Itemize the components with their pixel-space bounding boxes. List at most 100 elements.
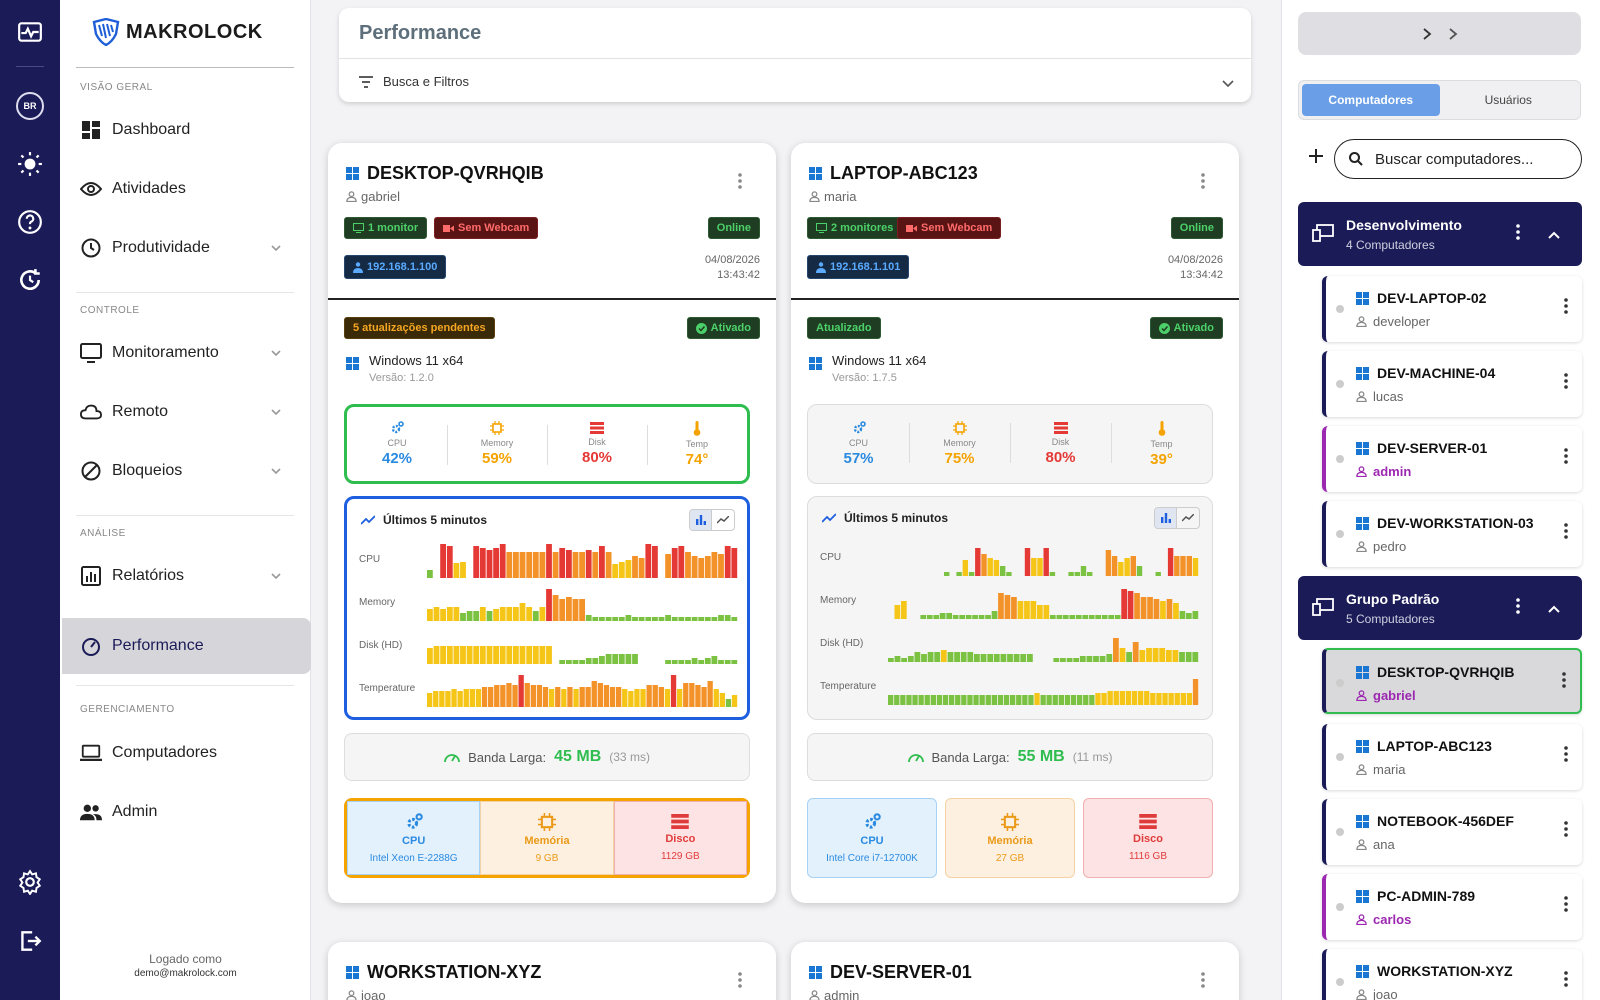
- history-bar: [506, 646, 513, 664]
- computer-user: ana: [1356, 837, 1395, 852]
- stat-label: CPU: [387, 438, 407, 448]
- history-bar: [481, 687, 488, 707]
- brand-logo[interactable]: MAKROLOCK: [92, 18, 263, 46]
- cpu-gear-icon: [406, 812, 423, 829]
- memory-chip-icon: [537, 812, 556, 831]
- card-menu-button[interactable]: [1193, 970, 1213, 990]
- logout-icon[interactable]: [16, 927, 44, 955]
- group-header[interactable]: Desenvolvimento 4 Computadores: [1298, 202, 1582, 266]
- sidebar-item-monitoramento[interactable]: Monitoramento: [80, 333, 291, 373]
- history-bar: [618, 654, 625, 664]
- computer-list-item[interactable]: DESKTOP-QVRHQIB gabriel: [1322, 648, 1582, 714]
- activity-icon[interactable]: [16, 18, 44, 46]
- history-bar: [1186, 556, 1192, 576]
- group-menu-button[interactable]: [1516, 598, 1520, 619]
- history-bar: [592, 552, 599, 578]
- history-bar: [900, 695, 906, 705]
- history-bar: [473, 611, 480, 621]
- current-stats: CPU 57% Memory 75% Disk 80% Temp 39°: [807, 404, 1213, 484]
- theme-icon[interactable]: [16, 150, 44, 178]
- bar-chart-toggle[interactable]: [1155, 508, 1177, 528]
- sidebar-item-produtividade[interactable]: Produtividade: [80, 228, 291, 268]
- search-input[interactable]: [1375, 150, 1565, 168]
- sidebar-item-remoto[interactable]: Remoto: [80, 392, 291, 432]
- history-bar: [532, 611, 539, 621]
- history-bar: [678, 617, 685, 621]
- computer-list-item[interactable]: DEV-SERVER-01 admin: [1322, 426, 1582, 492]
- language-icon[interactable]: BR: [16, 92, 44, 120]
- computer-menu-button[interactable]: [1564, 523, 1568, 544]
- refresh-icon[interactable]: [16, 266, 44, 294]
- sidebar-item-bloqueios[interactable]: Bloqueios: [80, 451, 291, 491]
- history-bar: [718, 554, 724, 578]
- group-header[interactable]: Grupo Padrão 5 Computadores: [1298, 576, 1582, 640]
- card-menu-button[interactable]: [1193, 171, 1213, 191]
- history-bar: [718, 660, 724, 664]
- bar-chart-toggle[interactable]: [690, 510, 712, 530]
- user-name: carlos: [1373, 912, 1412, 927]
- history-bar: [566, 660, 572, 664]
- chevron-up-icon: [1548, 231, 1560, 239]
- stat-value: 59%: [481, 450, 513, 467]
- computer-list-item[interactable]: NOTEBOOK-456DEF ana: [1322, 799, 1582, 865]
- line-chart-toggle[interactable]: [712, 510, 734, 530]
- group-menu-button[interactable]: [1516, 224, 1520, 245]
- kebab-menu-icon: [1516, 598, 1520, 614]
- history-bar: [1114, 615, 1121, 619]
- computer-menu-button[interactable]: [1564, 746, 1568, 767]
- group-collapse-button[interactable]: [1548, 226, 1560, 244]
- sidebar-item-dashboard[interactable]: Dashboard: [80, 110, 291, 150]
- computer-menu-button[interactable]: [1564, 298, 1568, 319]
- card-menu-button[interactable]: [730, 970, 750, 990]
- computer-list-item[interactable]: DEV-WORKSTATION-03 pedro: [1322, 501, 1582, 567]
- sidebar-item-performance[interactable]: Performance: [62, 618, 311, 674]
- tab-computadores[interactable]: Computadores: [1302, 84, 1440, 116]
- history-bar: [981, 554, 987, 576]
- windows-icon: [346, 167, 359, 180]
- bar-chart-icon: [1160, 513, 1171, 523]
- chevron-down-icon[interactable]: [1221, 76, 1235, 90]
- kebab-menu-icon: [1564, 746, 1568, 762]
- card-menu-button[interactable]: [730, 171, 750, 191]
- history-bar: [985, 615, 991, 619]
- chevron-down-icon: [271, 350, 281, 357]
- history-bar: [632, 617, 638, 621]
- computer-menu-button[interactable]: [1564, 971, 1568, 992]
- sidebar-item-relatorios[interactable]: Relatórios: [80, 556, 291, 596]
- tab-usuarios[interactable]: Usuários: [1484, 93, 1532, 107]
- computer-menu-button[interactable]: [1564, 896, 1568, 917]
- history-bar: [612, 564, 619, 578]
- help-icon[interactable]: [16, 208, 44, 236]
- sidebar-item-atividades[interactable]: Atividades: [80, 169, 291, 209]
- history-bar: [499, 544, 506, 578]
- panel-nav-button[interactable]: [1298, 12, 1581, 55]
- status-dot: [1336, 455, 1344, 463]
- computer-list-item[interactable]: WORKSTATION-XYZ joao: [1322, 949, 1582, 1000]
- history-row-memory: Memory: [359, 587, 739, 621]
- sidebar-item-computadores[interactable]: Computadores: [80, 733, 291, 773]
- computer-list-item[interactable]: PC-ADMIN-789 carlos: [1322, 874, 1582, 940]
- computer-menu-button[interactable]: [1562, 672, 1566, 693]
- computer-list-item[interactable]: LAPTOP-ABC123 maria: [1322, 724, 1582, 790]
- computer-menu-button[interactable]: [1564, 373, 1568, 394]
- history-bar: [665, 660, 671, 664]
- group-collapse-button[interactable]: [1548, 600, 1560, 618]
- history-bar: [446, 646, 453, 664]
- settings-icon[interactable]: [16, 868, 44, 896]
- computer-menu-button[interactable]: [1564, 448, 1568, 469]
- history-bar: [1093, 656, 1099, 662]
- filters-toggle[interactable]: Busca e Filtros: [359, 74, 469, 89]
- computer-menu-button[interactable]: [1564, 821, 1568, 842]
- history-bar: [985, 695, 991, 705]
- add-icon[interactable]: [1308, 148, 1324, 164]
- line-chart-toggle[interactable]: [1177, 508, 1199, 528]
- computer-list-item[interactable]: DEV-MACHINE-04 lucas: [1322, 351, 1582, 417]
- history-bar: [936, 695, 943, 705]
- history-bar: [513, 607, 519, 621]
- hardware-label: Memória: [524, 834, 570, 847]
- history-bar: [473, 646, 480, 664]
- sidebar-item-label: Performance: [112, 637, 204, 654]
- computer-list-item[interactable]: DEV-LAPTOP-02 developer: [1322, 276, 1582, 342]
- sidebar-item-admin[interactable]: Admin: [80, 792, 291, 832]
- history-bar: [457, 691, 463, 707]
